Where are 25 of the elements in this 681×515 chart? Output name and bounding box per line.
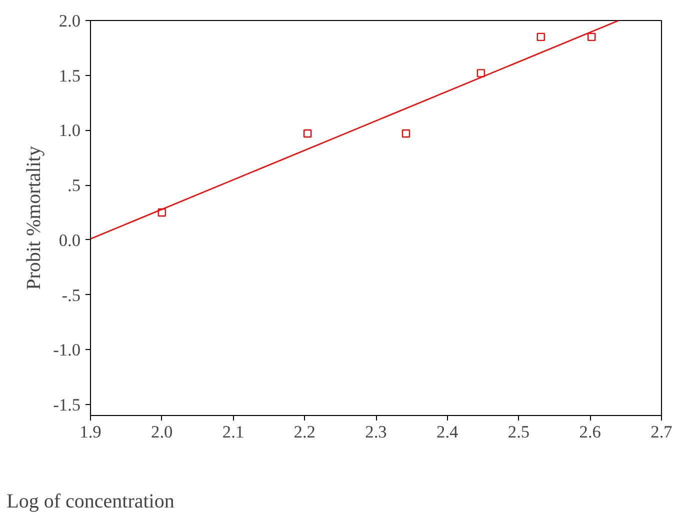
point [536, 32, 545, 42]
x-tick-label: 2.3 [365, 422, 387, 442]
point [587, 32, 596, 42]
x-tick-label: 1.9 [80, 422, 102, 442]
x-tick-label: 2.4 [436, 422, 459, 442]
y-tick-label: -.5 [62, 286, 81, 305]
y-tick-label: 2.0 [58, 12, 81, 30]
x-tick-label: 2.5 [508, 422, 530, 442]
x-axis-title: Log of concentration [6, 490, 174, 512]
x-tick-label: 2.6 [579, 422, 602, 442]
y-tick-label: 1.0 [58, 121, 81, 140]
x-tick-label: 2.7 [650, 422, 673, 442]
point [476, 69, 486, 78]
y-tick-label: -1.5 [53, 396, 81, 415]
x-tick-label: 2.1 [222, 422, 244, 442]
x-tick-label: 2.0 [151, 422, 173, 442]
y-axis-title: Probit %mortality [23, 146, 46, 290]
y-tick-label: .5 [68, 176, 81, 196]
y-tick-label: -1.0 [53, 340, 81, 360]
y-tick-label: 1.5 [58, 66, 81, 86]
x-tick-label: 2.2 [294, 422, 316, 442]
y-tick-label: 0.0 [58, 230, 81, 250]
point [158, 208, 166, 217]
point [303, 129, 312, 138]
point [402, 129, 410, 138]
